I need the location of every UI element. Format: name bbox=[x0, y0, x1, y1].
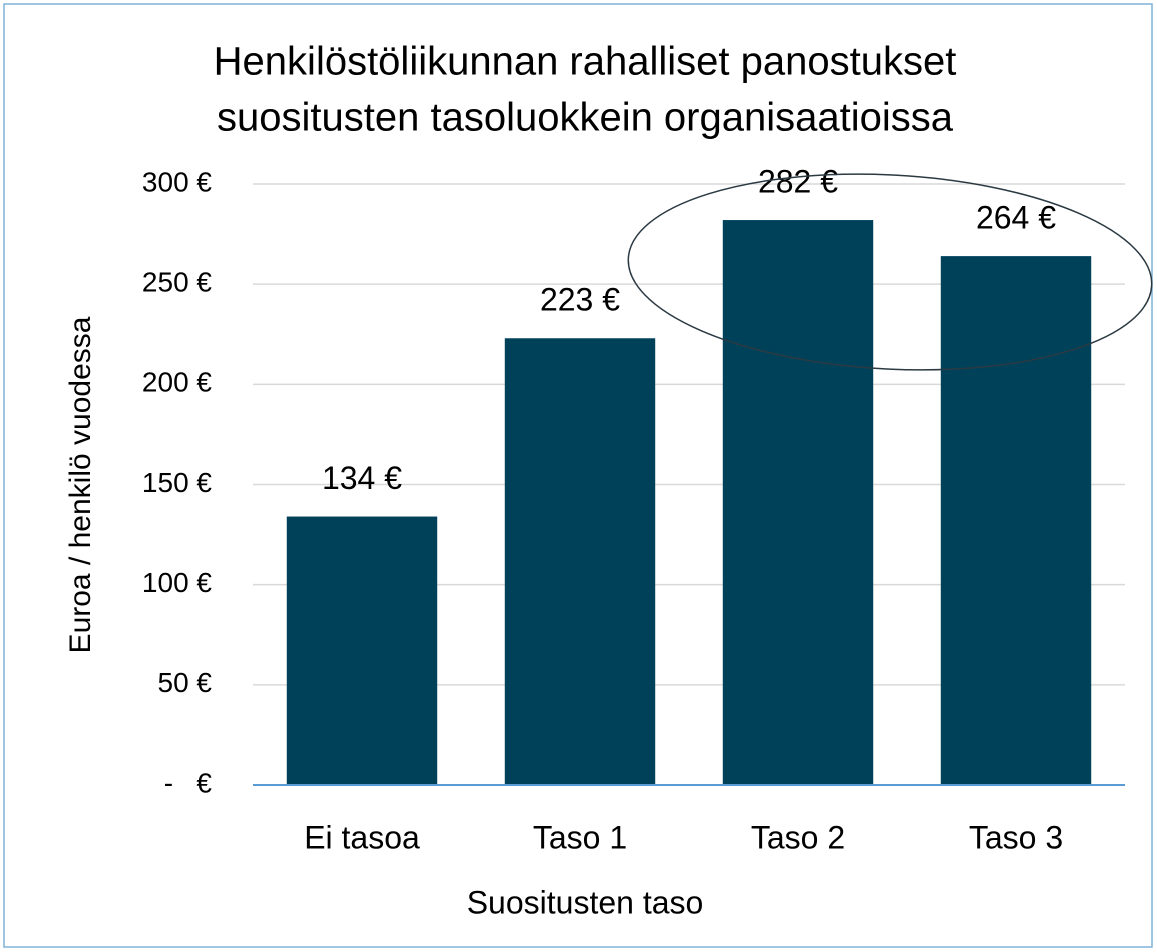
x-axis-title: Suositusten taso bbox=[467, 884, 704, 920]
y-tick-label: 250 € bbox=[142, 267, 212, 298]
x-tick-label: Taso 2 bbox=[751, 819, 845, 855]
bar bbox=[722, 220, 874, 785]
chart-title: suositusten tasoluokkein organisaatioiss… bbox=[217, 96, 954, 140]
y-tick-label: - € bbox=[164, 767, 213, 798]
y-tick-label: 200 € bbox=[142, 367, 212, 398]
y-tick-label: 150 € bbox=[142, 467, 212, 498]
data-label: 134 € bbox=[322, 460, 402, 496]
bar bbox=[504, 338, 656, 785]
bar bbox=[940, 256, 1092, 785]
x-tick-label: Taso 1 bbox=[533, 819, 627, 855]
plot-area: - € 50 € 100 € 150 € 200 € 250 € 300 € Ei tasoa… bbox=[142, 164, 1125, 855]
y-axis-title: Euroa / henkilö vuodessa bbox=[64, 316, 97, 653]
chart-title: Henkilöstöliikunnan rahalliset panostuks… bbox=[214, 40, 957, 84]
x-tick-label: Taso 3 bbox=[969, 819, 1063, 855]
data-label: 282 € bbox=[758, 164, 838, 200]
x-tick-label: Ei tasoa bbox=[304, 819, 420, 855]
bar bbox=[286, 516, 438, 785]
data-label: 223 € bbox=[540, 282, 620, 318]
y-tick-label: 100 € bbox=[142, 567, 212, 598]
y-tick-label: 50 € bbox=[158, 667, 213, 698]
y-tick-label: 300 € bbox=[142, 166, 212, 197]
data-label: 264 € bbox=[976, 200, 1056, 236]
highlight-ellipse bbox=[627, 173, 1153, 371]
